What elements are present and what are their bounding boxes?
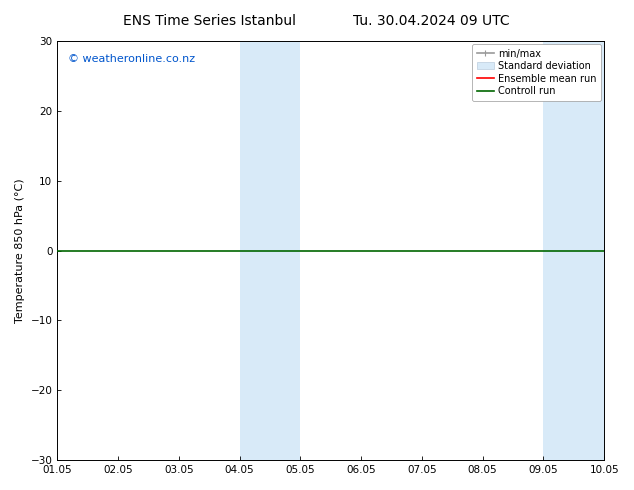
- Bar: [574, 41, 604, 460]
- Text: ENS Time Series Istanbul: ENS Time Series Istanbul: [123, 14, 295, 28]
- Bar: [240, 41, 270, 460]
- Y-axis label: Temperature 850 hPa (°C): Temperature 850 hPa (°C): [15, 178, 25, 323]
- Bar: [270, 41, 301, 460]
- Legend: min/max, Standard deviation, Ensemble mean run, Controll run: min/max, Standard deviation, Ensemble me…: [472, 44, 601, 101]
- Text: Tu. 30.04.2024 09 UTC: Tu. 30.04.2024 09 UTC: [353, 14, 510, 28]
- Bar: [543, 41, 574, 460]
- Text: © weatheronline.co.nz: © weatheronline.co.nz: [68, 53, 195, 64]
